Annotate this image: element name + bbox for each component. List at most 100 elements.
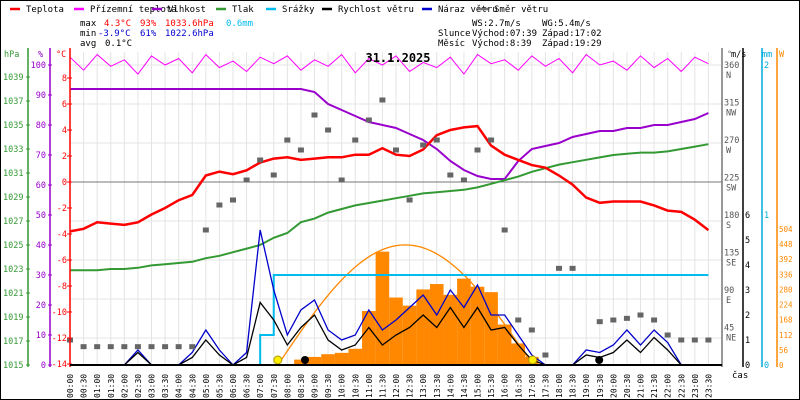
wind-direction-point	[488, 137, 495, 143]
ms-tick-label: 6	[745, 211, 750, 221]
temperature-line	[69, 124, 710, 233]
x-tick-label: 08:30	[297, 374, 306, 398]
wind-direction-point	[107, 344, 114, 350]
stat-min-temp: -3.9°C	[98, 29, 131, 39]
w-tick-label: 56	[779, 346, 789, 355]
hpa-tick-label: 1019	[3, 313, 23, 323]
x-tick-label: 13:30	[433, 374, 442, 398]
x-tick-label: 18:30	[569, 374, 578, 398]
x-tick-label: 14:00	[446, 374, 455, 398]
legend-label-7: Směr větru	[494, 5, 548, 15]
x-tick-label: 01:30	[107, 374, 116, 398]
wind-direction-point	[637, 312, 644, 318]
ms-tick-label: 3	[745, 286, 750, 296]
stat-max-rain: 0.6mm	[226, 19, 253, 29]
x-tick-label: 21:00	[637, 374, 646, 398]
legend-label-4: Srážky	[282, 5, 315, 15]
x-axis-label: čas	[732, 370, 748, 381]
ms-tick-label: 5	[745, 236, 750, 246]
direction-label: W	[726, 146, 732, 156]
celsius-tick-label: -4	[57, 230, 67, 240]
x-tick-label: 10:00	[338, 374, 347, 398]
x-tick-label: 13:00	[419, 374, 428, 398]
legend-label-3: Tlak	[232, 5, 254, 15]
direction-label: SW	[726, 184, 737, 194]
wind-direction-point	[175, 344, 182, 350]
direction-label: S	[726, 221, 731, 231]
solar-bar	[416, 289, 430, 365]
celsius-tick-label: 0	[62, 178, 67, 188]
x-tick-label: 23:30	[704, 374, 713, 398]
hpa-tick-label: 1021	[3, 289, 23, 299]
ms-tick-label: 2	[745, 311, 750, 321]
solar-bar	[511, 343, 526, 365]
percent-tick-label: 80	[36, 121, 46, 131]
legend-label-5: Rychlost větru	[338, 5, 414, 15]
wind-direction-point	[148, 344, 155, 350]
degrees-axis-label: °	[727, 50, 732, 60]
solar-bar	[457, 278, 471, 365]
ms-tick-label: 0	[745, 361, 750, 371]
x-tick-label: 01:00	[93, 374, 102, 398]
direction-label: N	[726, 71, 731, 81]
mm-tick-label: 2	[764, 61, 769, 71]
x-tick-label: 20:00	[609, 374, 618, 398]
celsius-tick-label: -10	[52, 308, 67, 318]
x-tick-label: 21:30	[650, 374, 659, 398]
x-tick-label: 07:30	[270, 374, 279, 398]
celsius-tick-label: 2	[62, 152, 67, 162]
moonrise-marker	[300, 356, 309, 364]
celsius-tick-label: -8	[57, 282, 67, 292]
sunset-marker	[528, 355, 538, 365]
celsius-tick-label: 6	[62, 100, 67, 110]
axes: hPa% °C °m/s mm W103910371035103310311029102…	[3, 48, 793, 398]
wind-direction-point	[365, 117, 372, 123]
x-tick-label: 03:00	[148, 374, 157, 398]
x-tick-label: 16:00	[501, 374, 510, 398]
direction-label: NW	[726, 109, 737, 119]
wind-direction-point	[189, 344, 196, 350]
x-tick-label: 19:30	[596, 374, 605, 398]
x-tick-label: 23:00	[691, 374, 700, 398]
stat-max-pressure: 1033.6hPa	[165, 19, 214, 29]
celsius-tick-label: 4	[62, 126, 67, 136]
humidity-line	[70, 88, 709, 180]
solar-bar	[294, 359, 308, 365]
x-tick-label: 22:00	[664, 374, 673, 398]
x-tick-label: 11:30	[378, 374, 387, 398]
stat-max-temp: 4.3°C	[104, 19, 131, 29]
wind-direction-point	[393, 147, 399, 153]
hpa-tick-label: 1039	[3, 73, 23, 83]
x-tick-label: 17:30	[541, 374, 550, 398]
solar-bar	[348, 348, 363, 365]
sunset-time: Západ:17:02	[542, 29, 602, 39]
percent-tick-label: 70	[36, 151, 46, 161]
x-tick-label: 20:30	[623, 374, 632, 398]
ms-axis-label: m/s	[731, 50, 746, 60]
wind-direction-point	[311, 112, 318, 118]
w-tick-label: 392	[779, 255, 793, 264]
degree-tick-label: 45	[724, 324, 734, 334]
degree-tick-label: 90	[724, 286, 734, 296]
x-tick-label: 02:30	[134, 374, 143, 398]
w-tick-label: 112	[779, 331, 793, 340]
sun-label: Slunce	[438, 29, 471, 39]
wind-direction-point	[406, 197, 413, 203]
solar-bar	[334, 352, 349, 365]
wind-direction-point	[325, 127, 332, 133]
wind-direction-point	[338, 177, 345, 183]
w-tick-label: 0	[779, 361, 784, 370]
solar-bar	[307, 356, 322, 365]
wind-direction-point	[230, 197, 236, 203]
x-tick-label: 04:30	[188, 374, 197, 398]
wind-direction-point	[94, 344, 101, 350]
moonset-marker	[595, 356, 604, 364]
percent-tick-label: 90	[36, 91, 46, 101]
solar-bar	[470, 286, 485, 365]
x-tick-label: 00:00	[66, 374, 75, 398]
hpa-axis-label: hPa	[4, 50, 19, 60]
wind-direction-point	[284, 137, 291, 143]
direction-label: NE	[726, 334, 736, 344]
stat-wind-speed: WS:2.7m/s	[472, 19, 521, 29]
